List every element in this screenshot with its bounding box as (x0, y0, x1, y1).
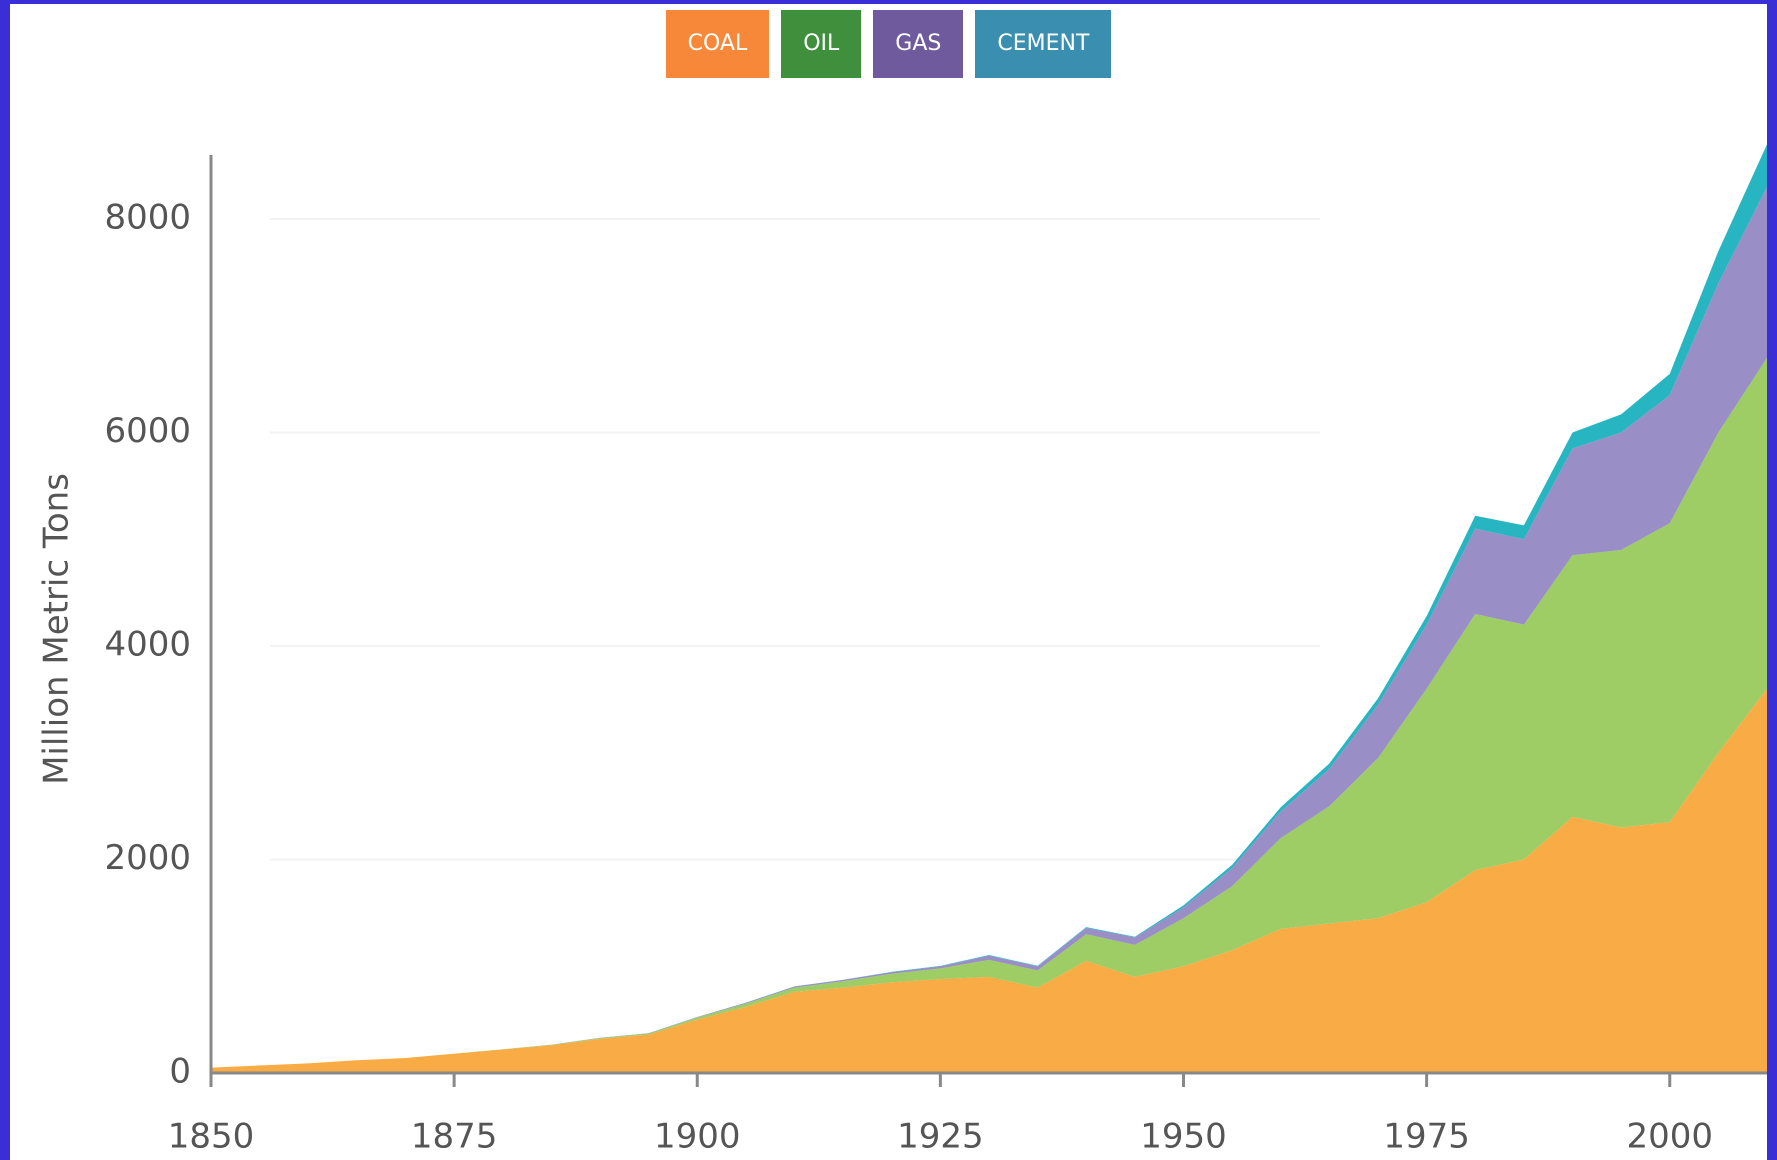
legend-button[interactable]: COAL (665, 10, 770, 78)
legend: COAL OIL GAS CEMENT (10, 10, 1767, 78)
x-tick-label: 1875 (411, 1117, 498, 1157)
y-tick-label: 6000 (104, 411, 191, 451)
area (211, 688, 1767, 1073)
x-tick-label: 1950 (1140, 1117, 1227, 1157)
x-tick-label: 1850 (168, 1117, 255, 1157)
y-tick-label: 4000 (104, 625, 191, 665)
x-tick-label: 1975 (1383, 1117, 1470, 1157)
x-tick-label: 1900 (654, 1117, 741, 1157)
legend-button[interactable]: CEMENT (975, 10, 1112, 78)
frame: COAL OIL GAS CEMENT Million Metric Tons 0 20… (10, 4, 1767, 1160)
y-tick-label: 2000 (104, 838, 191, 878)
chart: Million Metric Tons 0 2000 4000 6000 8000 185… (37, 144, 1767, 1157)
legend-button[interactable]: OIL (781, 10, 862, 78)
y-axis-label: Million Metric Tons (37, 473, 77, 785)
x-tick-label: 1925 (897, 1117, 984, 1157)
y-tick-label: 8000 (104, 198, 191, 238)
area (211, 357, 1767, 1068)
y-tick-label: 0 (169, 1052, 191, 1092)
area (211, 187, 1767, 1068)
x-tick-label: 2000 (1626, 1117, 1713, 1157)
legend-button[interactable]: GAS (873, 10, 964, 78)
